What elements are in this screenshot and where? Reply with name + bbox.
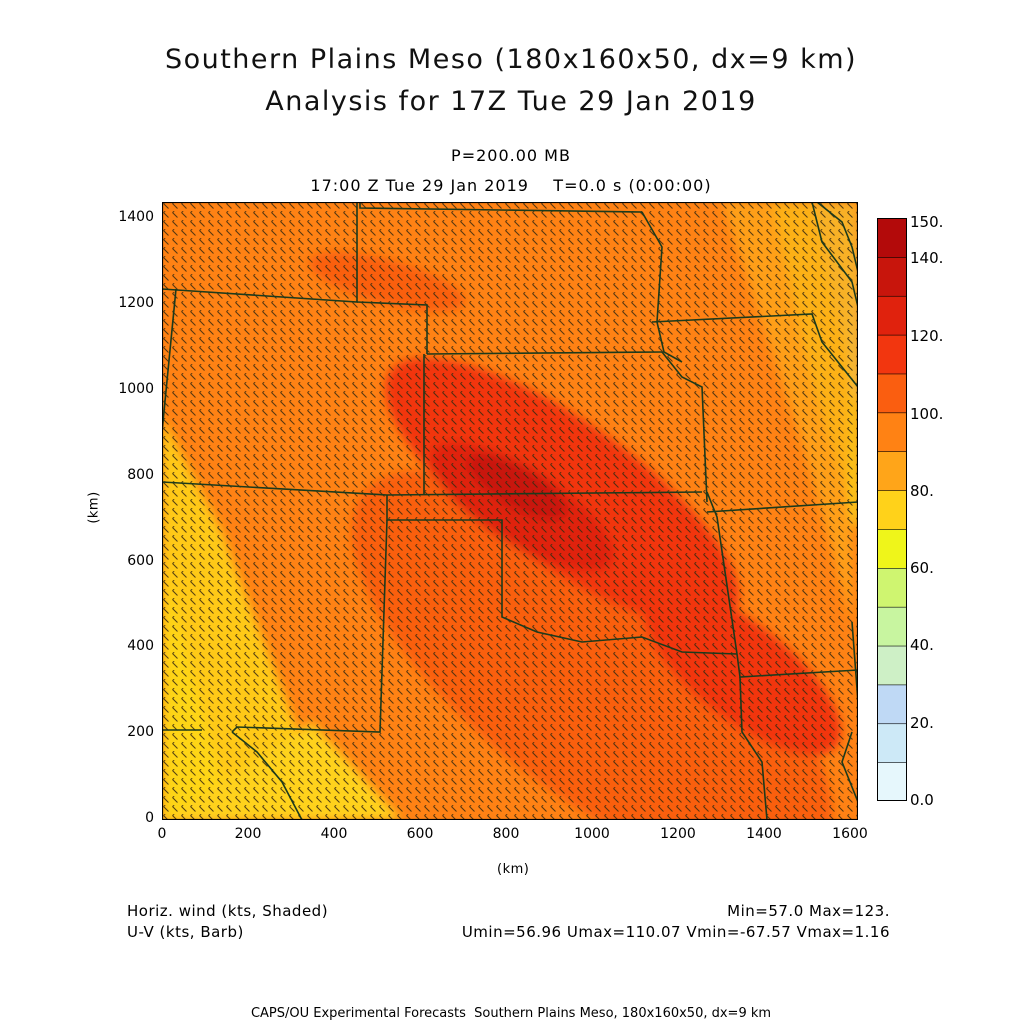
y-axis-label: (km) [86, 491, 102, 524]
title-line-2: Analysis for 17Z Tue 29 Jan 2019 [265, 86, 757, 117]
x-axis-label: (km) [497, 862, 530, 877]
colorbar-swatch [877, 256, 907, 297]
colorbar-swatch [877, 218, 907, 258]
time-label: 17:00 Z Tue 29 Jan 2019 T=0.0 s (0:00:00… [310, 176, 712, 195]
colorbar-swatch [877, 334, 907, 375]
colorbar-label: 140. [910, 249, 944, 267]
legend-shaded: Horiz. wind (kts, Shaded) [127, 902, 329, 920]
colorbar-label: 100. [910, 405, 944, 423]
colorbar-label: 150. [910, 213, 944, 231]
x-tick: 1000 [574, 826, 610, 842]
colorbar-swatch [877, 722, 907, 763]
footer: CAPS/OU Experimental Forecasts Southern … [250, 1006, 772, 1021]
colorbar-swatch [877, 567, 907, 608]
y-tick: 1200 [118, 295, 154, 311]
colorbar-label: 0.0 [910, 791, 934, 809]
x-tick: 200 [234, 826, 262, 842]
legend-uv-minmax: Umin=56.96 Umax=110.07 Vmin=-67.57 Vmax=… [461, 923, 890, 941]
colorbar-swatch [877, 412, 907, 452]
x-tick: 800 [492, 826, 520, 842]
colorbar-label: 120. [910, 327, 944, 345]
colorbar-swatch [877, 684, 907, 725]
colorbar-swatch [877, 645, 907, 686]
colorbar [877, 218, 907, 801]
y-tick: 1000 [118, 381, 154, 397]
colorbar-swatches [877, 218, 907, 801]
x-tick: 1600 [832, 826, 868, 842]
x-tick: 1400 [746, 826, 782, 842]
x-tick: 1200 [660, 826, 696, 842]
y-tick: 1400 [118, 209, 154, 225]
colorbar-swatch [877, 295, 907, 336]
y-tick: 600 [127, 553, 154, 569]
colorbar-swatch [877, 761, 907, 801]
colorbar-label: 60. [910, 559, 934, 577]
colorbar-swatch [877, 450, 907, 491]
level-label: P=200.00 MB [451, 146, 571, 165]
x-tick: 600 [406, 826, 434, 842]
colorbar-swatch [877, 489, 907, 530]
legend-minmax: Min=57.0 Max=123. [727, 902, 890, 920]
x-tick: 0 [157, 826, 167, 842]
state-boundaries [162, 202, 858, 820]
map-frame [162, 202, 858, 820]
y-tick: 0 [145, 810, 154, 826]
x-tick: 400 [320, 826, 348, 842]
colorbar-swatch [877, 528, 907, 569]
colorbar-swatch [877, 606, 907, 647]
wind-speed-map [162, 202, 858, 820]
y-tick: 800 [127, 467, 154, 483]
colorbar-label: 80. [910, 482, 934, 500]
title-line-1: Southern Plains Meso (180x160x50, dx=9 k… [164, 44, 858, 75]
legend-barb: U-V (kts, Barb) [127, 923, 244, 941]
y-tick: 400 [127, 638, 154, 654]
y-tick: 200 [127, 724, 154, 740]
colorbar-label: 40. [910, 636, 934, 654]
colorbar-label: 20. [910, 714, 934, 732]
colorbar-swatch [877, 373, 907, 414]
